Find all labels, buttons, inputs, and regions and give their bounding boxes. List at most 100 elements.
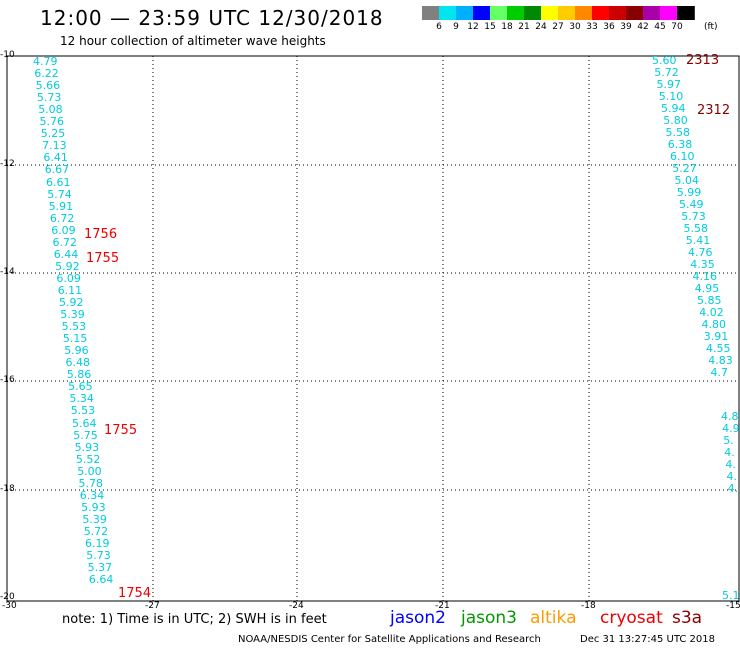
wave-height-value: 5.25	[40, 127, 66, 141]
wave-height-value: 5.94	[661, 102, 686, 115]
wave-height-value: 5.85	[697, 294, 722, 307]
scale-swatch	[677, 6, 695, 20]
wave-height-value: 5.99	[676, 186, 702, 199]
wave-height-value: 6.38	[667, 138, 693, 151]
wave-height-value: 5.10	[658, 90, 684, 103]
scale-tick-label: 39	[620, 22, 632, 32]
wave-height-value: 4.	[726, 470, 738, 483]
scale-swatch	[456, 6, 474, 20]
wave-height-value: 5.78	[78, 476, 104, 490]
wave-height-value: 5.91	[48, 199, 74, 213]
scale-swatch	[473, 6, 491, 20]
legend-altika: altika	[530, 608, 577, 628]
scale-swatch	[558, 6, 576, 20]
scale-unit: (ft)	[704, 22, 718, 32]
scale-swatch	[592, 6, 610, 20]
legend-s3a: s3a	[672, 608, 703, 628]
wave-height-value: 6.09	[56, 271, 81, 285]
wave-height-value: 5.80	[663, 114, 688, 127]
scale-swatch	[575, 6, 593, 20]
pass-time-label: 1755	[104, 423, 138, 438]
wave-height-value: 4.	[724, 446, 735, 459]
wave-height-value: 5.34	[69, 392, 94, 406]
scale-swatch	[541, 6, 559, 20]
latitude-label: -16	[0, 375, 15, 385]
pass-time-label: 1755	[86, 251, 120, 266]
generation-timestamp: Dec 31 13:27:45 UTC 2018	[580, 634, 715, 645]
wave-height-value: 5.15	[62, 332, 88, 346]
wave-height-value: 5.93	[74, 440, 100, 454]
longitude-label: -27	[145, 601, 160, 611]
wave-height-value: 5.53	[61, 320, 87, 334]
lat-lon-grid	[7, 56, 739, 601]
scale-swatch	[643, 6, 661, 20]
wave-height-value: 6.19	[85, 537, 110, 550]
wave-height-value: 5.	[723, 434, 734, 447]
wave-height-value: 5.60	[652, 54, 677, 67]
wave-height-value: 6.09	[51, 223, 76, 237]
wave-height-value: 4.02	[699, 306, 724, 319]
scale-swatch	[490, 6, 508, 20]
wave-height-value: 3.91	[703, 330, 729, 343]
wave-height-value: 5.72	[654, 66, 679, 79]
page-title: 12:00 — 23:59 UTC 12/30/2018	[40, 6, 384, 30]
wave-height-value: 5.75	[73, 428, 98, 442]
longitude-label: -30	[2, 601, 17, 611]
wave-height-value: 5.97	[656, 78, 682, 91]
wave-height-value: 5.65	[68, 380, 93, 394]
wave-height-value: 5.92	[59, 296, 84, 309]
wave-height-value: 6.11	[57, 283, 83, 297]
wave-height-value: 5.41	[685, 234, 711, 247]
scale-swatch	[609, 6, 627, 20]
wave-height-value: 5.92	[55, 259, 80, 273]
wave-height-value: 6.72	[52, 235, 78, 249]
legend-cryosat: cryosat	[600, 608, 663, 628]
wave-height-value: 6.44	[53, 247, 79, 261]
wave-height-value: 5.73	[681, 210, 706, 223]
wave-height-value: 5.58	[665, 126, 691, 139]
scale-tick-label: 21	[518, 22, 530, 32]
wave-height-value: 6.64	[88, 573, 114, 587]
wave-height-value: 5.86	[66, 368, 92, 382]
wave-height-value: 4.79	[33, 55, 58, 68]
latitude-label: -20	[0, 592, 15, 602]
wave-height-value: 5.49	[679, 198, 704, 211]
latitude-label: -18	[0, 484, 15, 494]
scale-tick-label: 45	[654, 22, 666, 32]
wave-height-value: 5.58	[683, 222, 709, 235]
wave-height-value: 5.27	[672, 162, 697, 175]
wave-height-value: 5.00	[77, 464, 102, 478]
wave-height-value: 4.7	[710, 366, 729, 379]
wave-height-value: 4.16	[692, 270, 718, 283]
scale-tick-label: 6	[436, 22, 442, 32]
wave-height-value: 5.64	[72, 416, 97, 430]
scale-tick-label: 24	[535, 22, 547, 32]
wave-height-value: 4.9	[722, 422, 740, 435]
wave-height-value: 5.76	[39, 115, 65, 129]
wave-height-value: 5.72	[83, 524, 109, 538]
legend-jason3: jason3	[461, 608, 517, 628]
wave-height-value: 4.8	[721, 410, 739, 423]
scale-tick-label: 12	[467, 22, 479, 32]
scale-tick-label: 9	[453, 22, 459, 32]
wave-height-value: 5.53	[70, 404, 96, 418]
wave-height-value: 5.04	[674, 174, 700, 187]
pass-time-label: 1756	[84, 227, 118, 242]
wave-height-value: 6.72	[49, 211, 75, 225]
credit-line: NOAA/NESDIS Center for Satellite Applica…	[238, 634, 541, 645]
scale-swatch	[660, 6, 678, 20]
wave-height-value: 4.95	[694, 282, 720, 295]
wave-height-value: 6.34	[79, 488, 105, 502]
longitude-label: -18	[581, 601, 596, 611]
pass-time-label: 1754	[118, 586, 152, 601]
scale-tick-label: 30	[569, 22, 581, 32]
wave-height-value: 5.39	[60, 308, 85, 322]
scale-swatch	[422, 6, 440, 20]
wave-height-value: 6.67	[44, 163, 70, 177]
scale-tick-label: 36	[603, 22, 615, 32]
wave-height-value: 5.73	[86, 549, 111, 563]
wave-height-value: 6.61	[46, 175, 71, 189]
wave-height-value: 4.55	[706, 342, 731, 355]
wave-height-value: 5.96	[64, 344, 89, 358]
wave-height-value: 5.66	[35, 79, 61, 93]
